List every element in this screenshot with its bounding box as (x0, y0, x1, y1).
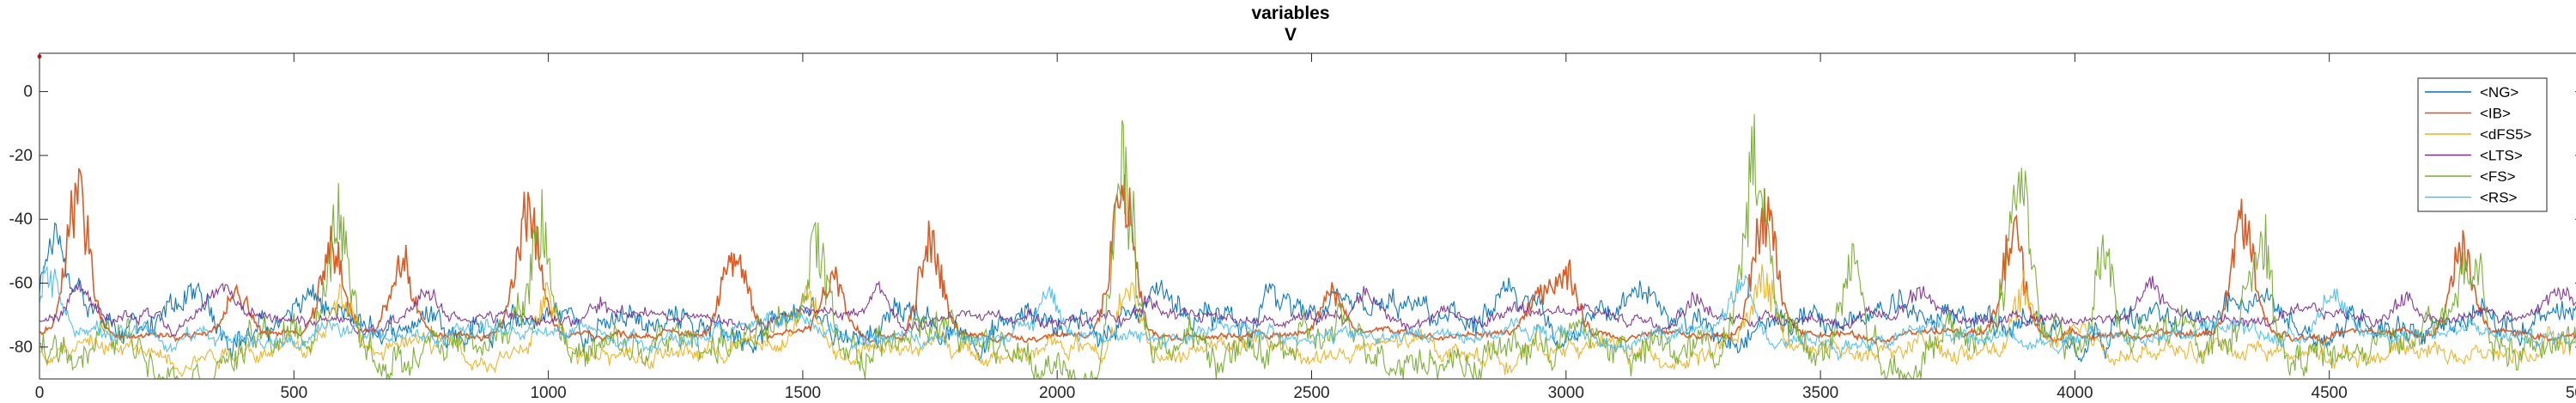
legend-entry: <FS> (2480, 168, 2516, 185)
legend-entry: <LTS> (2480, 148, 2523, 164)
x-tick-label: 3000 (1548, 384, 1584, 402)
y-tick-label: -80 (9, 339, 33, 357)
x-tick-label: 0 (35, 384, 45, 402)
x-tick-label: 4500 (2312, 384, 2348, 402)
series-line (39, 168, 2576, 345)
x-tick-label: 2500 (1293, 384, 1329, 402)
legend-entry: <dFS5> (2480, 126, 2532, 143)
plot-area (39, 53, 2576, 379)
x-tick-label: 1000 (530, 384, 566, 402)
series-line (39, 264, 2576, 378)
y-tick-label: -60 (9, 275, 33, 293)
chart-subtitle: V (1285, 25, 1297, 45)
series-line (39, 275, 2576, 337)
y-tick-label: 0 (23, 83, 33, 101)
x-tick-label: 500 (280, 384, 307, 402)
x-tick-label: 3500 (1802, 384, 1838, 402)
legend-box (2417, 77, 2548, 212)
x-tick-label: 5000 (2566, 384, 2576, 402)
legend-entry: <IB> (2480, 106, 2511, 122)
x-tick-label: 4000 (2057, 384, 2093, 402)
legend-entry: <RS> (2480, 190, 2518, 206)
axes-layer: 0 500 1000 1500 2000 2500 3000 3500 4000 4500 5000… (9, 52, 2576, 402)
series-layer (37, 54, 2576, 381)
x-tick-label: 2000 (1039, 384, 1075, 402)
y-tick-label: -20 (9, 147, 33, 165)
chart-title: variables (1251, 3, 1329, 23)
legend-entry: <NG> (2480, 84, 2518, 101)
x-tick-label: 1500 (785, 384, 821, 402)
series-line (39, 266, 2576, 362)
series-line (39, 113, 2576, 381)
y-tick-label: -40 (9, 211, 33, 229)
legend: <NG> <IB> <dFS5> <LTS> <FS> <RS> (2417, 77, 2548, 212)
